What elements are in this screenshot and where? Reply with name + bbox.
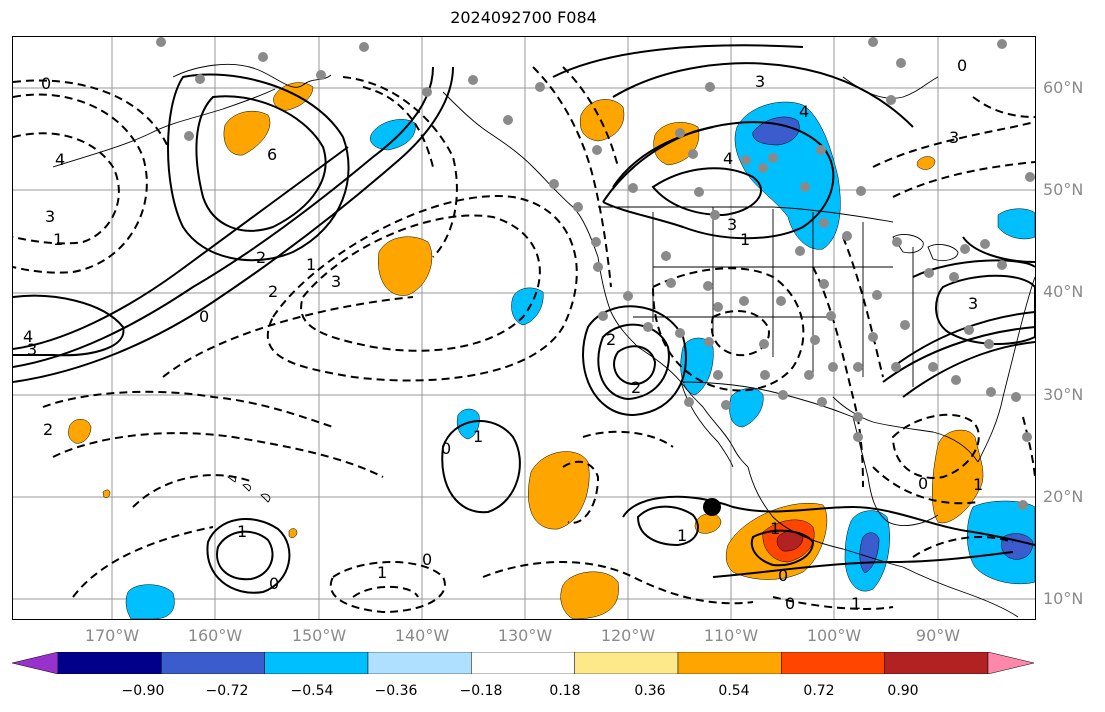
colorbar-segment: [781, 652, 885, 674]
shaded-anomalies: [68, 82, 1035, 619]
contour-label: 1: [237, 522, 247, 541]
contour-label: 2: [268, 282, 278, 301]
contour-label: 6: [267, 145, 277, 164]
contour-label: 1: [851, 594, 861, 613]
lon-label: 170°W: [84, 626, 140, 645]
colorbar-segment: [161, 652, 265, 674]
colorbar-segment: [264, 652, 369, 674]
contour-label: 0: [441, 439, 451, 458]
contour-label: 1: [973, 475, 983, 494]
lon-label: 140°W: [394, 626, 450, 645]
contour-label: 1: [677, 526, 687, 545]
colorbar-segment: [367, 652, 472, 674]
chart-title: 2024092700 F084: [450, 8, 597, 27]
contour-label: 1: [377, 563, 387, 582]
map-svg: 0 4 3 1 6 2 2 1 3 0 4 3 3 4 3 1 2 2 1 0 …: [13, 37, 1035, 619]
contour-label: 2: [256, 248, 266, 267]
contour-label: 3: [45, 207, 55, 226]
contour-label: 3: [755, 72, 765, 91]
colorbar-segment: [57, 652, 162, 674]
colorbar-tick: 0.90: [887, 683, 919, 699]
contour-label: 0: [918, 474, 928, 493]
lat-label: 40°N: [1043, 282, 1084, 301]
contour-label: 1: [306, 255, 316, 274]
colorbar-tick: 0.54: [718, 683, 750, 699]
contour-label: 3: [968, 294, 978, 313]
contour-label: 4: [799, 102, 809, 121]
colorbar-tick: −0.54: [290, 683, 334, 699]
colorbar-tick: −0.72: [205, 683, 249, 699]
colorbar-segment: [471, 652, 575, 674]
colorbar-tick: 0.18: [549, 683, 581, 699]
lon-label: 100°W: [806, 626, 862, 645]
contour-label: 2: [43, 420, 53, 439]
contour-label: 3: [727, 215, 737, 234]
colorbar-tick: −0.18: [459, 683, 503, 699]
dashed-contours: [13, 66, 1035, 614]
lat-label: 30°N: [1043, 385, 1084, 404]
contour-label: 0: [778, 566, 788, 585]
contour-label: 1: [473, 427, 483, 446]
lat-label: 60°N: [1043, 78, 1084, 97]
contour-label: 0: [199, 307, 209, 326]
lon-label: 160°W: [187, 626, 243, 645]
lon-label: 90°W: [915, 626, 961, 645]
solid-contours: [13, 44, 1035, 594]
contour-label: 0: [422, 550, 432, 569]
contour-label: 0: [269, 574, 279, 593]
contour-label: 3: [949, 128, 959, 147]
contour-label: 3: [27, 340, 37, 359]
colorbar-tick: −0.90: [121, 683, 165, 699]
lon-label: 130°W: [497, 626, 553, 645]
contour-label: 2: [631, 378, 641, 397]
contour-label: 3: [331, 272, 341, 291]
colorbar-tick: 0.36: [634, 683, 666, 699]
colorbar-tick: −0.36: [374, 683, 418, 699]
lat-label: 20°N: [1043, 487, 1084, 506]
station-dots: [156, 37, 1035, 510]
contour-label: 1: [770, 519, 780, 538]
colorbar-segment: [987, 652, 1034, 674]
colorbar-segment: [677, 652, 782, 674]
contour-label: 2: [606, 330, 616, 349]
contour-label: 4: [723, 149, 733, 168]
colorbar-segment: [12, 652, 59, 674]
storm-marker[interactable]: [703, 498, 721, 516]
colorbar-segment: [884, 652, 989, 674]
contour-label: 1: [53, 230, 63, 249]
colorbar-segment: [574, 652, 679, 674]
lon-label: 110°W: [703, 626, 759, 645]
contour-label: 0: [957, 56, 967, 75]
lat-label: 50°N: [1043, 180, 1084, 199]
lon-label: 120°W: [600, 626, 656, 645]
contour-label: 0: [785, 594, 795, 613]
contour-label: 4: [23, 327, 33, 346]
lon-label: 150°W: [291, 626, 347, 645]
contour-labels: 0 4 3 1 6 2 2 1 3 0 4 3 3 4 3 1 2 2 1 0 …: [23, 56, 983, 613]
contour-label: 0: [41, 74, 51, 93]
colorbar-tick: 0.72: [803, 683, 835, 699]
contour-label: 4: [55, 150, 65, 169]
lat-label: 10°N: [1043, 589, 1084, 608]
contour-label: 1: [740, 230, 750, 249]
colorbar: [12, 652, 1034, 674]
map-panel[interactable]: 0 4 3 1 6 2 2 1 3 0 4 3 3 4 3 1 2 2 1 0 …: [12, 36, 1036, 620]
